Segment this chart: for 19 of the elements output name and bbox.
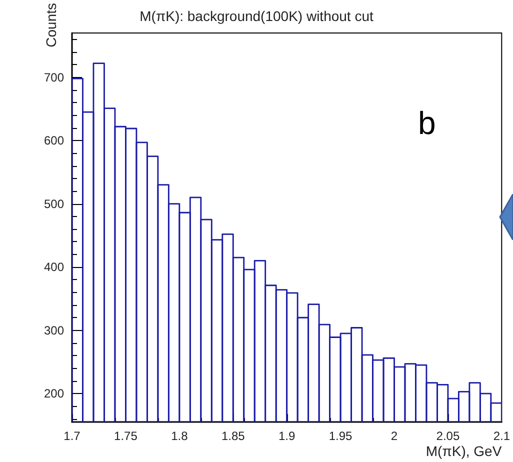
annotation: b bbox=[418, 105, 436, 142]
x-tick-label: 1.95 bbox=[328, 429, 353, 443]
y-tick-label: 300 bbox=[44, 323, 64, 338]
x-tick-label: 2 bbox=[390, 429, 398, 443]
x-tick-label: 2.1 bbox=[493, 429, 510, 443]
x-tick-label: 1.8 bbox=[171, 429, 188, 443]
x-tick-label: 1.7 bbox=[64, 429, 81, 443]
y-tick-label: 500 bbox=[44, 196, 64, 211]
y-tick-label: 600 bbox=[44, 134, 64, 148]
x-tick-label: 2.05 bbox=[436, 429, 460, 443]
x-tick-label: 1.9 bbox=[278, 429, 296, 443]
y-axis-title: Counts bbox=[43, 3, 59, 48]
y-tick-label: 400 bbox=[44, 260, 64, 274]
x-axis-title: M(πK), GeV bbox=[426, 443, 502, 459]
x-tick-label: 1.75 bbox=[114, 429, 138, 443]
chart-title: M(πK): background(100K) without cut bbox=[140, 8, 374, 24]
y-tick-label: 200 bbox=[44, 386, 64, 401]
x-tick-label: 1.85 bbox=[221, 429, 246, 443]
y-tick-label: 700 bbox=[44, 70, 64, 84]
